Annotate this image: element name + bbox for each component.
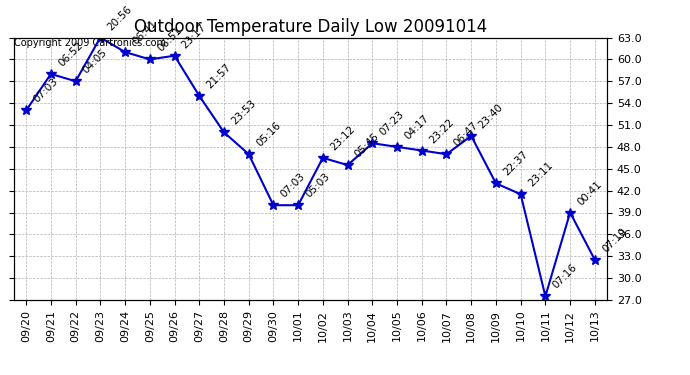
- Text: 07:16: 07:16: [551, 262, 579, 291]
- Text: 05:03: 05:03: [304, 171, 332, 200]
- Text: 23:53: 23:53: [230, 98, 258, 127]
- Text: 07:10: 07:10: [600, 226, 629, 254]
- Text: 07:03: 07:03: [32, 76, 60, 105]
- Text: 23:22: 23:22: [427, 117, 455, 145]
- Text: 07:23: 07:23: [378, 110, 406, 138]
- Text: Copyright 2009 Cartronics.com: Copyright 2009 Cartronics.com: [14, 38, 166, 48]
- Text: 04:05: 04:05: [81, 48, 109, 76]
- Text: 23:40: 23:40: [477, 102, 505, 130]
- Text: 07:03: 07:03: [279, 171, 307, 200]
- Text: 00:41: 00:41: [575, 179, 604, 207]
- Text: 20:56: 20:56: [106, 4, 134, 32]
- Text: 05:45: 05:45: [353, 131, 382, 159]
- Text: 23:12: 23:12: [328, 124, 357, 152]
- Title: Outdoor Temperature Daily Low 20091014: Outdoor Temperature Daily Low 20091014: [134, 18, 487, 36]
- Text: 06:52: 06:52: [57, 40, 85, 68]
- Text: 23:17: 23:17: [180, 22, 208, 50]
- Text: 21:57: 21:57: [205, 62, 233, 90]
- Text: 06:51: 06:51: [155, 26, 184, 54]
- Text: 23:11: 23:11: [526, 160, 555, 189]
- Text: 22:37: 22:37: [502, 149, 530, 178]
- Text: 04:17: 04:17: [402, 113, 431, 141]
- Text: 06:47: 06:47: [452, 120, 480, 148]
- Text: 05:16: 05:16: [254, 120, 282, 148]
- Text: 06:41: 06:41: [130, 18, 159, 46]
